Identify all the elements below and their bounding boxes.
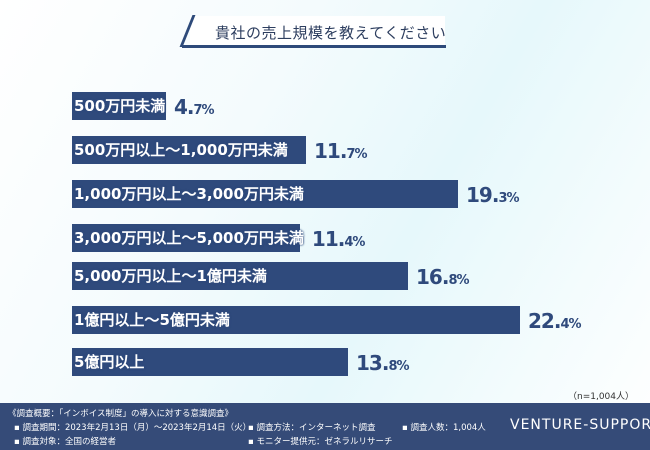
value-label: 22.4% [528, 309, 582, 333]
category-label: 1億円以上～5億円未満 [74, 311, 230, 329]
bar [72, 92, 166, 120]
bar [72, 180, 458, 208]
brand-logo: VENTURE-SUPPORT [510, 417, 650, 433]
title-box [190, 16, 445, 46]
category-label: 1,000万円以上～3,000万円未満 [74, 185, 304, 203]
monitor-provider: ▪ モニター提供元：ゼネラルリサーチ [248, 437, 393, 447]
survey-overview: 《調査概要：「インボイス制度」の導入に対する意識調査》 [8, 409, 233, 419]
value-label: 11.7% [314, 139, 368, 163]
bar [72, 306, 520, 334]
bar [72, 348, 348, 376]
value-label: 13.8% [356, 351, 410, 375]
sample-size: （n=1,004人） [567, 392, 634, 402]
bar [72, 136, 306, 164]
bar [72, 262, 408, 290]
value-label: 11.4% [311, 227, 366, 251]
survey-period: ▪ 調査期間：2023年2月13日（月）～2023年2月14日（火） [14, 423, 252, 433]
category-label: 3,000万円以上～5,000万円未満 [74, 229, 304, 247]
value-label: 19.3% [466, 183, 520, 207]
survey-method: ▪ 調査方法：インターネット調査 [248, 423, 376, 433]
bar [72, 224, 300, 252]
footer: 《調査概要：「インボイス制度」の導入に対する意識調査》 ▪ 調査期間：2023年… [0, 403, 650, 450]
value-label: 4.7% [174, 95, 215, 119]
category-label: 500万円未満 [74, 97, 166, 115]
category-label: 500万円以上～1,000万円未満 [74, 141, 288, 159]
survey-target: ▪ 調査対象：全国の経営者 [14, 437, 116, 447]
chart-title: 貴社の売上規模を教えてください [215, 24, 447, 42]
value-label: 16.8% [416, 265, 470, 289]
category-label: 5億円以上 [74, 353, 145, 371]
title-underline [182, 45, 446, 48]
category-label: 5,000万円以上～1億円未満 [74, 267, 267, 285]
survey-count: ▪ 調査人数：1,004人 [402, 423, 486, 433]
